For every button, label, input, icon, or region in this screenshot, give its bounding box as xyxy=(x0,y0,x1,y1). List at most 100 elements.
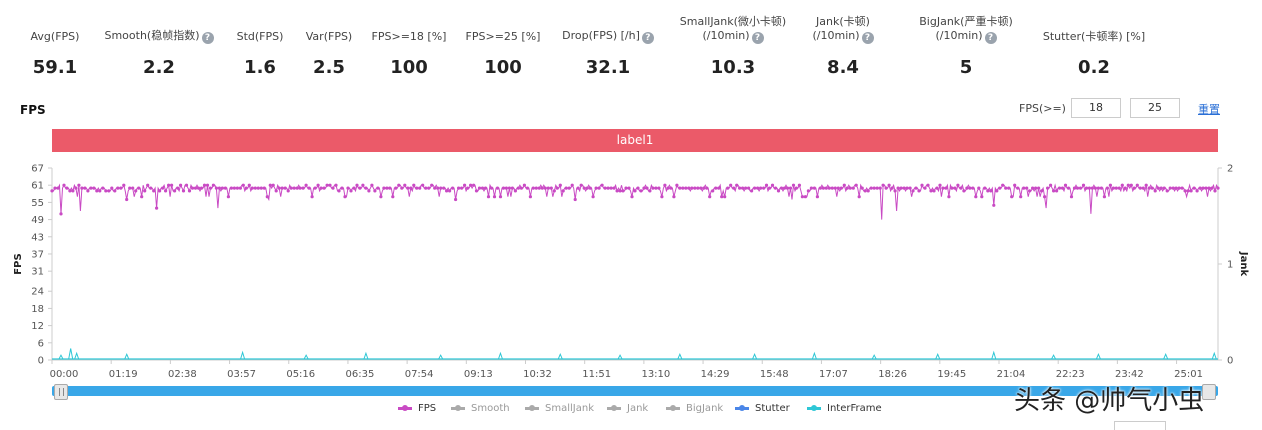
help-icon[interactable]: ? xyxy=(641,32,654,44)
fps-point xyxy=(322,186,326,190)
help-icon[interactable]: ? xyxy=(984,32,997,44)
slider-handle-right[interactable] xyxy=(1202,384,1216,400)
fps-point xyxy=(480,186,485,190)
fps-point xyxy=(229,186,233,190)
fps-point xyxy=(1216,186,1220,190)
y-tick-label: 55 xyxy=(31,198,44,209)
fps-point xyxy=(92,186,96,190)
fps-point xyxy=(750,189,754,193)
legend-item-interframe[interactable]: InterFrame xyxy=(807,403,882,414)
metric-1: Smooth(稳帧指数)? 2.2 xyxy=(98,0,220,78)
fps-point xyxy=(457,186,461,190)
fps-point xyxy=(140,195,144,199)
fps-point xyxy=(570,183,574,187)
fps-threshold-input-2[interactable] xyxy=(1130,98,1180,118)
fps-point xyxy=(1090,186,1094,190)
fps-point xyxy=(576,186,580,190)
interframe-spike xyxy=(1051,354,1057,360)
time-range-slider[interactable] xyxy=(52,383,1218,400)
dropdown-stub[interactable] xyxy=(1114,421,1166,430)
fps-point xyxy=(696,186,700,190)
fps-point xyxy=(1183,189,1187,193)
fps-point xyxy=(1060,186,1065,190)
fps-point xyxy=(495,186,500,190)
fps-point xyxy=(403,183,407,187)
fps-point xyxy=(1087,186,1091,190)
fps-point xyxy=(1159,186,1163,190)
legend-label: Jank xyxy=(627,403,649,414)
fps-point xyxy=(176,186,180,190)
x-tick-label: 09:13 xyxy=(464,369,493,380)
metric-label-text: Drop(FPS) [/h] xyxy=(562,29,640,42)
fps-point xyxy=(358,186,362,190)
slider-track[interactable] xyxy=(52,386,1218,396)
y-tick-label: 6 xyxy=(38,338,44,349)
fps-point xyxy=(980,195,984,199)
fps-point xyxy=(277,186,281,190)
legend-item-stutter[interactable]: Stutter xyxy=(735,403,790,414)
fps-point xyxy=(785,186,790,190)
metric-label: Var(FPS) xyxy=(297,30,361,44)
legend-item-bigjank[interactable]: BigJank xyxy=(666,403,723,414)
fps-point xyxy=(1210,186,1214,190)
fps-point xyxy=(860,186,864,190)
help-icon[interactable]: ? xyxy=(751,32,764,44)
fps-point xyxy=(113,189,117,193)
fps-point xyxy=(223,186,227,190)
legend-label: BigJank xyxy=(686,403,724,414)
fps-point xyxy=(50,189,54,193)
fps-point xyxy=(726,186,730,190)
fps-point xyxy=(528,195,533,199)
fps-point xyxy=(1022,186,1026,190)
x-tick-label: 00:00 xyxy=(50,369,79,380)
help-icon[interactable]: ? xyxy=(861,32,874,44)
fps-point xyxy=(642,186,646,190)
fps-point xyxy=(525,186,530,190)
fps-point xyxy=(394,186,398,190)
fps-point xyxy=(762,186,766,190)
fps-point xyxy=(1108,183,1112,187)
fps-point xyxy=(588,186,592,190)
fps-threshold-input-1[interactable] xyxy=(1071,98,1121,118)
fps-point xyxy=(445,189,449,193)
fps-point xyxy=(1177,186,1181,190)
fps-point xyxy=(537,186,541,190)
fps-point xyxy=(663,183,667,187)
legend-item-jank[interactable]: Jank xyxy=(607,403,648,414)
fps-point xyxy=(149,186,153,190)
fps-point xyxy=(531,186,535,190)
fps-point xyxy=(244,186,248,190)
fps-point xyxy=(1156,186,1160,190)
fps-point xyxy=(98,189,102,193)
fps-point xyxy=(1093,186,1097,190)
metric-8: Jank(卡顿) (/10min)? 8.4 xyxy=(802,0,884,78)
fps-point xyxy=(247,183,251,187)
help-icon[interactable]: ? xyxy=(201,32,214,44)
fps-point xyxy=(636,186,640,190)
legend-item-smooth[interactable]: Smooth xyxy=(451,403,510,414)
fps-point xyxy=(65,186,69,190)
fps-point xyxy=(1120,183,1124,187)
metric-label-text: FPS>=25 [%] xyxy=(465,30,541,43)
legend-swatch xyxy=(807,405,821,411)
slider-handle-left[interactable] xyxy=(54,384,68,400)
metric-label: FPS>=25 [%] xyxy=(460,30,546,44)
fps-point xyxy=(968,186,972,190)
fps-point xyxy=(1075,186,1080,190)
x-tick-label: 13:10 xyxy=(641,369,670,380)
metric-label-text: FPS>=18 [%] xyxy=(371,30,447,43)
fps-point xyxy=(427,186,431,190)
y2-axis-title: Jank xyxy=(1238,251,1249,277)
legend-item-smalljank[interactable]: SmallJank xyxy=(525,403,594,414)
metric-label: BigJank(严重卡顿) (/10min)? xyxy=(902,15,1030,44)
metric-value: 10.3 xyxy=(710,57,756,78)
fps-point xyxy=(803,195,808,199)
fps-point xyxy=(501,186,506,190)
fps-point xyxy=(561,189,565,193)
label-bar[interactable]: label1 xyxy=(52,129,1218,152)
fps-point xyxy=(534,186,538,190)
legend-item-fps[interactable]: FPS xyxy=(398,403,436,414)
reset-link[interactable]: 重置 xyxy=(1198,103,1220,116)
fps-point xyxy=(597,186,601,190)
